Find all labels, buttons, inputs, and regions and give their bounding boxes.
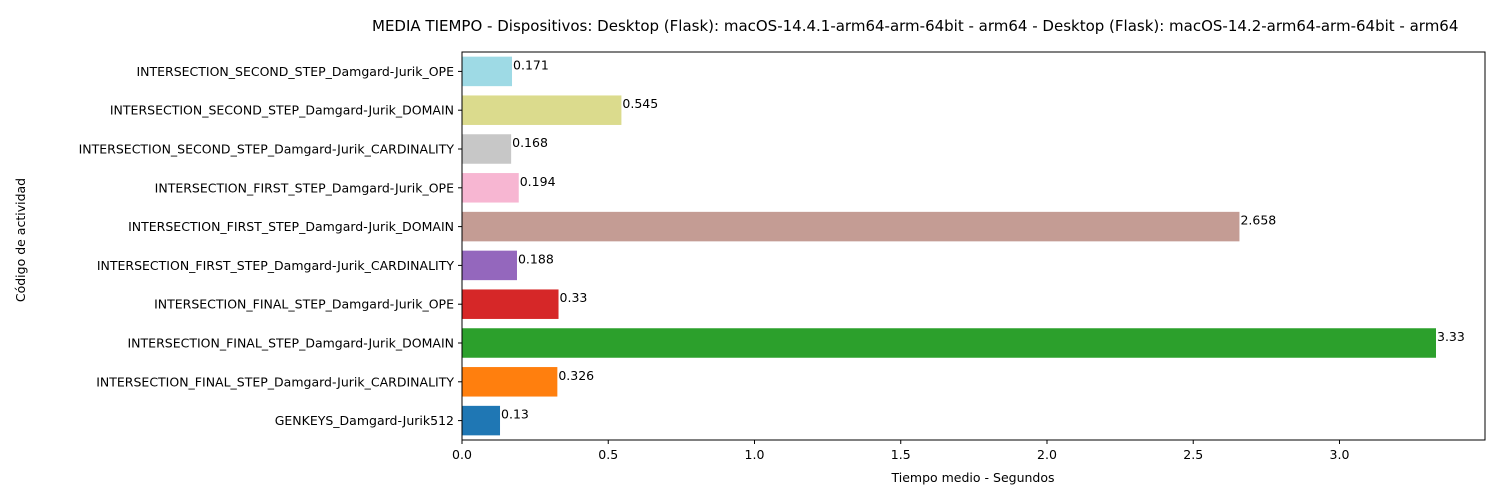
x-tick-label-4: 1.5 bbox=[891, 447, 911, 462]
x-tick-label-3: 1.0 bbox=[745, 447, 765, 462]
bar-value-label-9: 0.545 bbox=[622, 96, 658, 111]
x-axis-title: Tiempo medio - Segundos bbox=[890, 470, 1054, 485]
bar-value-label-2: 0.326 bbox=[558, 368, 594, 383]
bar-value-label-10: 0.171 bbox=[513, 57, 549, 72]
y-axis-ticks: GENKEYS_Damgard-Jurik512 INTERSECTION_FIN… bbox=[79, 64, 462, 428]
bar-value-label-5: 0.188 bbox=[518, 251, 554, 266]
y-tick-label-4: INTERSECTION_FINAL_STEP_Damgard-Jurik_OP… bbox=[154, 297, 454, 312]
x-tick-label-2: 0.5 bbox=[598, 447, 618, 462]
plot-area-frame bbox=[461, 51, 1486, 441]
y-tick-label-2: INTERSECTION_FINAL_STEP_Damgard-Jurik_CA… bbox=[96, 374, 454, 389]
bar-6 bbox=[462, 211, 1240, 242]
bar-value-label-7: 0.194 bbox=[520, 174, 556, 189]
bar-8 bbox=[462, 134, 512, 164]
bars bbox=[462, 56, 1436, 436]
bar-5 bbox=[462, 250, 517, 281]
value-labels: 0.13 0.326 3.33 0.33 0.188 2.658 0.194 0.168 0.5… bbox=[501, 57, 1465, 421]
x-axis-ticks: 0.0 0.5 1.0 1.5 2.0 2.5 3.0 bbox=[452, 440, 1349, 462]
bar-9 bbox=[462, 95, 622, 125]
y-tick-label-9: INTERSECTION_SECOND_STEP_Damgard-Jurik_D… bbox=[110, 103, 454, 118]
bar-3 bbox=[462, 328, 1436, 358]
y-tick-label-3: INTERSECTION_FINAL_STEP_Damgard-Jurik_DO… bbox=[128, 336, 455, 351]
bar-7 bbox=[462, 173, 519, 203]
chart-title: MEDIA TIEMPO - Dispositivos: Desktop (Fl… bbox=[372, 17, 1458, 35]
bar-value-label-8: 0.168 bbox=[512, 135, 548, 150]
y-tick-label-6: INTERSECTION_FIRST_STEP_Damgard-Jurik_DO… bbox=[128, 219, 454, 234]
y-tick-label-5: INTERSECTION_FIRST_STEP_Damgard-Jurik_CA… bbox=[97, 258, 455, 273]
bar-1 bbox=[462, 405, 501, 436]
bar-10 bbox=[462, 56, 513, 87]
x-tick-label-5: 2.0 bbox=[1037, 447, 1057, 462]
bar-value-label-3: 3.33 bbox=[1437, 329, 1465, 344]
bar-value-label-1: 0.13 bbox=[501, 407, 529, 422]
y-tick-label-8: INTERSECTION_SECOND_STEP_Damgard-Jurik_C… bbox=[79, 142, 455, 157]
y-tick-label-7: INTERSECTION_FIRST_STEP_Damgard-Jurik_OP… bbox=[155, 180, 454, 195]
bar-value-label-6: 2.658 bbox=[1240, 213, 1276, 228]
bar-2 bbox=[462, 367, 558, 397]
x-tick-label-7: 3.0 bbox=[1330, 447, 1350, 462]
bar-value-label-4: 0.33 bbox=[560, 290, 588, 305]
bar-4 bbox=[462, 289, 559, 319]
x-tick-label-1: 0.0 bbox=[452, 447, 472, 462]
y-axis-title: Código de actividad bbox=[13, 178, 28, 302]
x-tick-label-6: 2.5 bbox=[1183, 447, 1203, 462]
y-tick-label-1: GENKEYS_Damgard-Jurik512 bbox=[275, 413, 454, 428]
y-tick-label-10: INTERSECTION_SECOND_STEP_Damgard-Jurik_O… bbox=[136, 64, 454, 79]
